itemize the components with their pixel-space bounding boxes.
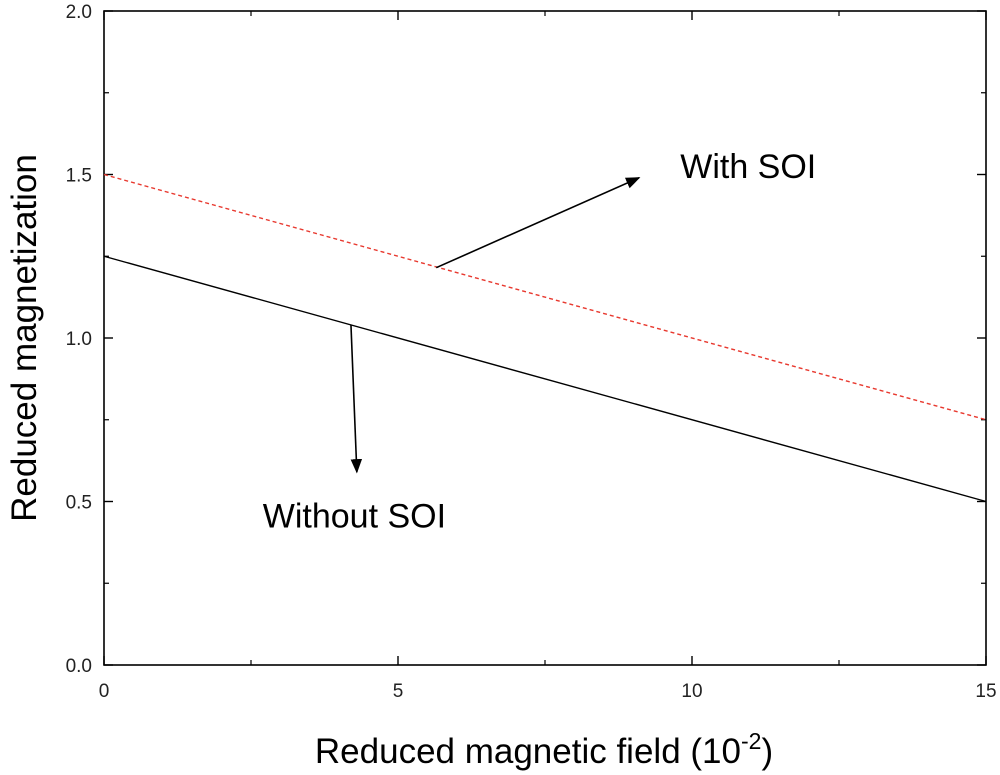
- x-tick-label: 15: [975, 681, 996, 702]
- annotations: With SOI Without SOI: [263, 148, 817, 536]
- series-line-with-soi: [103, 173, 987, 421]
- x-tick-label: 0: [99, 681, 110, 702]
- x-axis-title: Reduced magnetic field (10-2): [315, 728, 773, 771]
- annotation-label-with-soi: With SOI: [680, 148, 816, 186]
- x-tick-label: 5: [393, 681, 404, 702]
- annotation-label-without-soi: Without SOI: [263, 498, 446, 536]
- plot-frame: [103, 10, 987, 666]
- annotation-arrow-with-soi: [435, 177, 641, 269]
- annotation-arrow-without-soi: [350, 324, 363, 474]
- x-axis-title-suffix: ): [761, 732, 773, 771]
- y-tick-label: 2.0: [66, 2, 92, 23]
- series-layer: [103, 173, 987, 503]
- x-axis-title-superscript: -2: [741, 728, 761, 754]
- axis-ticks: 0 5 10 15 0.0 0.5 1.0 1.5 2.0: [66, 2, 997, 702]
- y-tick-label: 1.0: [66, 329, 92, 350]
- y-axis-title: Reduced magnetization: [5, 154, 44, 522]
- y-tick-label: 0.5: [66, 493, 92, 514]
- x-tick-label: 10: [681, 681, 702, 702]
- x-axis-title-main: Reduced magnetic field (10: [315, 732, 741, 771]
- series-line-without-soi: [103, 255, 987, 503]
- y-tick-label: 0.0: [66, 656, 92, 677]
- y-tick-label: 1.5: [66, 166, 92, 187]
